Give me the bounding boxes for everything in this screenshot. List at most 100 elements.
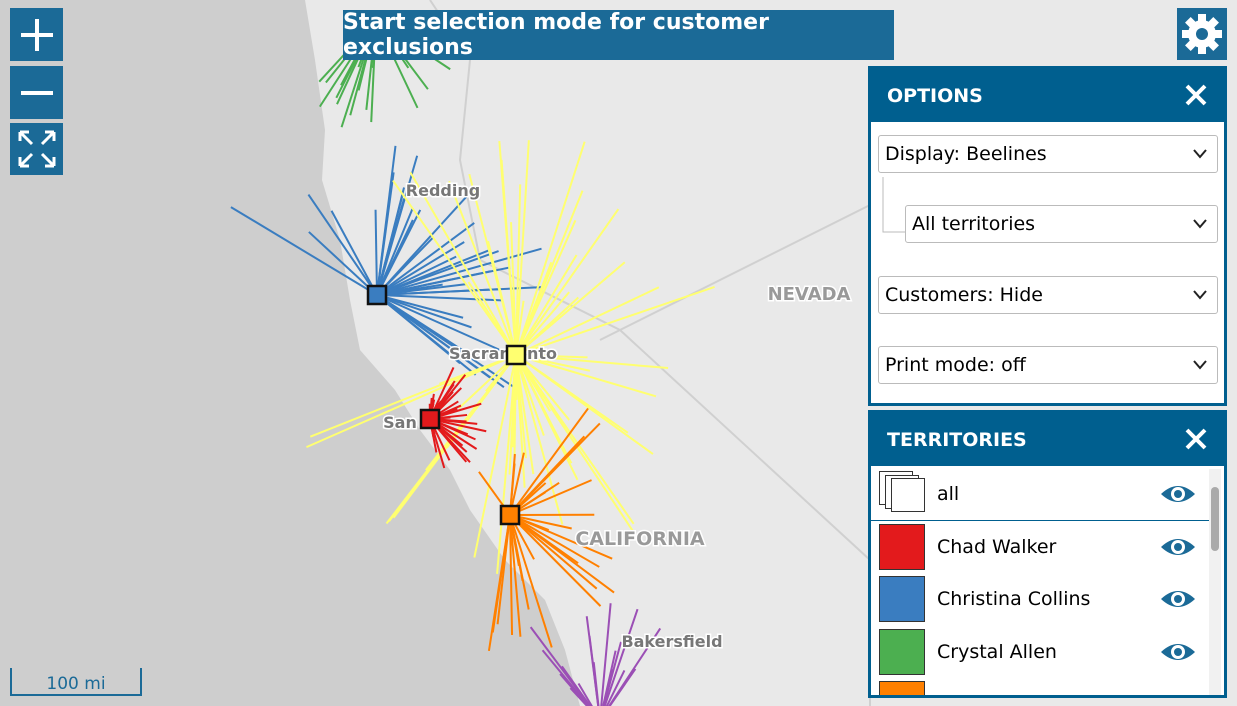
zoom-out[interactable] [10,66,63,119]
territory-row[interactable] [871,678,1211,698]
beeline [515,354,635,525]
beeline [376,283,467,296]
beeline [376,188,474,296]
gear-icon [1182,14,1222,54]
territory-row[interactable]: Crystal Allen [871,626,1211,678]
beeline [376,247,542,296]
beeline [515,291,570,356]
panel-header: TERRITORIES [871,413,1224,466]
visibility-toggle[interactable] [1159,640,1197,664]
beeline [376,188,392,296]
fit-view[interactable] [10,123,63,175]
beeline [374,209,378,296]
depot [499,504,521,526]
beeline [468,173,517,356]
territory-swatch [879,681,925,695]
beeline [515,141,586,356]
beeline [376,222,475,296]
eye-pupil [1174,490,1182,498]
select-text: All territories [912,213,1036,235]
beeline [515,140,530,356]
beeline [425,354,517,471]
beeline [577,682,593,706]
beeline [509,514,514,636]
beeline [376,294,503,302]
territory-name: Chad Walker [937,535,1057,558]
icon [20,90,53,95]
selection-mode-button[interactable]: Start selection mode for customer exclus… [343,10,894,60]
territory-select[interactable]: All territories [905,205,1218,243]
stack-square [891,478,925,513]
panel-title: OPTIONS [887,84,983,107]
scroll-thumb [1211,487,1219,551]
print-select[interactable]: Print mode: off [878,346,1218,384]
hubs [366,284,527,526]
depot [366,284,388,306]
beeline [376,286,543,296]
beeline [473,354,517,558]
state-label: CALIFORNIA [575,528,705,550]
beeline [515,354,657,398]
territory-row[interactable]: all [871,468,1211,521]
territory-swatch [879,523,925,570]
beeline [515,254,578,356]
close-button[interactable] [1184,427,1208,451]
beeline [509,435,586,516]
customers-select[interactable]: Customers: Hide [878,276,1218,314]
beeline [330,210,378,296]
territory-row[interactable]: Christina Collins [871,573,1211,625]
ocean [0,0,580,706]
select-text: Print mode: off [885,354,1026,376]
beeline [309,354,517,438]
beeline [509,514,598,590]
beeline [515,190,584,356]
icon [20,18,53,51]
scrollbar[interactable] [1209,469,1221,695]
beeline [509,479,592,516]
beeline [605,670,626,706]
beeline [376,255,457,296]
beeline [509,514,572,530]
zoom-in[interactable] [10,8,63,61]
display-select[interactable]: Display: Beelines [878,135,1218,173]
close-button[interactable] [1184,83,1208,107]
beeline [376,241,465,296]
beeline [569,687,589,706]
territory-swatch [879,628,925,675]
eye-white [1171,697,1185,698]
select-text: Customers: Hide [885,284,1043,306]
beeline [515,354,591,372]
beeline [515,285,715,356]
panel-title: TERRITORIES [887,428,1027,451]
visibility-toggle[interactable] [1159,482,1197,506]
beeline [496,354,517,574]
select-text: Display: Beelines [885,143,1047,165]
depot [505,344,527,366]
panel-header: OPTIONS [871,69,1224,122]
territory-row[interactable]: Chad Walker [871,521,1211,573]
beeline [509,452,525,516]
territory-name: Crystal Allen [937,640,1057,663]
beeline [448,180,517,356]
beeline [496,514,511,625]
options-panel: OPTIONS Display: Beelines All territorie… [868,66,1227,406]
beeline [409,171,517,356]
beeline [509,514,602,607]
territory-name: all [937,483,960,505]
chevron [1193,149,1207,159]
beeline [585,616,600,706]
beeline [392,179,517,356]
city-label: Redding [406,181,480,200]
visibility-toggle[interactable] [1159,692,1197,698]
beeline [509,407,589,516]
settings-button[interactable] [1177,8,1227,60]
visibility-toggle[interactable] [1159,535,1197,559]
beeline [306,354,517,449]
beeline [498,140,517,356]
chevron [1193,360,1207,370]
scale-label: 100 mi [46,674,105,694]
visibility-toggle[interactable] [1159,587,1197,611]
beeline [515,354,669,370]
beeline [561,665,592,706]
